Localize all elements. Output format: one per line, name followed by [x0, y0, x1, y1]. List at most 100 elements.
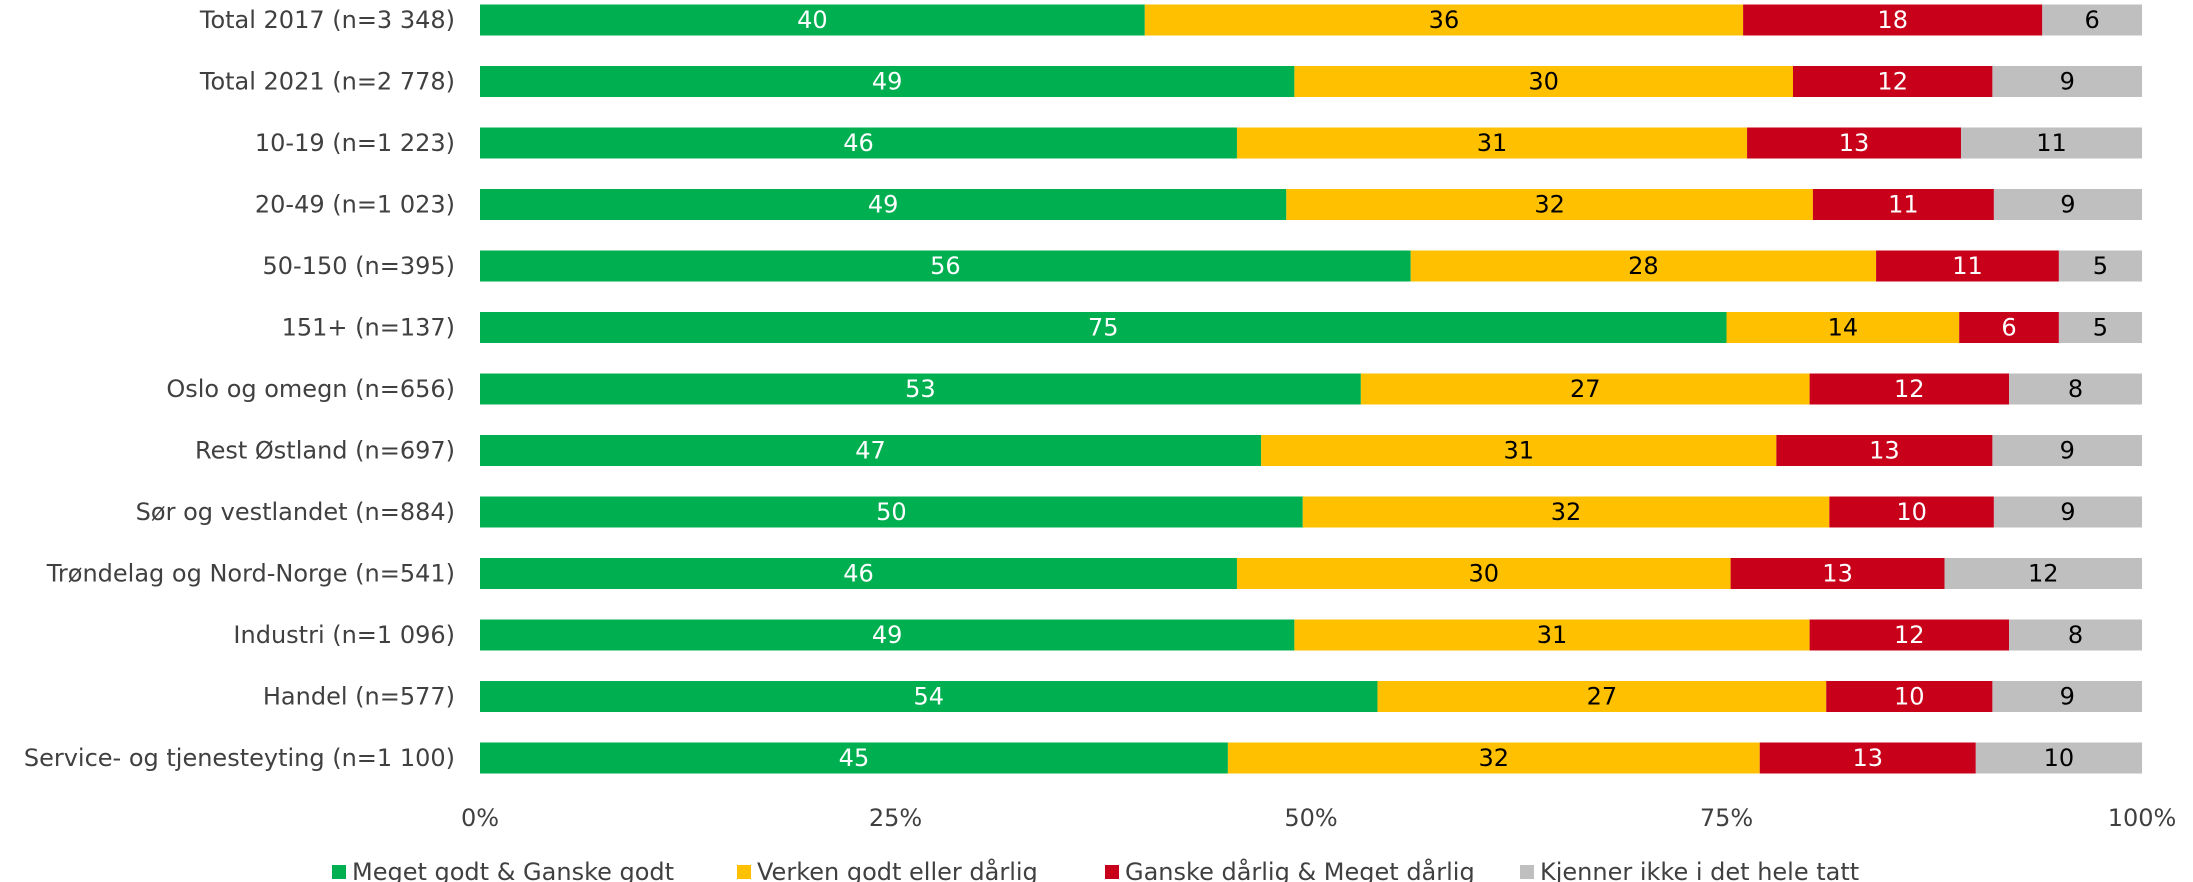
category-label: Sør og vestlandet (n=884)	[136, 498, 455, 526]
data-label: 9	[2060, 191, 2075, 219]
bar-segment	[1302, 496, 1830, 528]
bar-segment	[1792, 66, 1993, 97]
data-label: 18	[1877, 6, 1908, 34]
bar-segment	[1227, 742, 1760, 774]
data-label: 5	[2093, 314, 2108, 342]
data-label: 6	[2084, 6, 2099, 34]
data-label: 47	[855, 437, 886, 465]
data-label: 8	[2068, 375, 2083, 403]
bar-segment	[1360, 373, 1810, 405]
bar-segment	[1294, 66, 1793, 97]
data-label: 56	[930, 252, 961, 280]
bar-segment	[1261, 435, 1777, 466]
x-tick-label: 50%	[1284, 804, 1337, 832]
legend-label: Verken godt eller dårlig	[757, 857, 1038, 882]
category-label: Service- og tjenesteyting (n=1 100)	[24, 744, 455, 772]
bar-segment	[1960, 127, 2142, 159]
data-label: 11	[1888, 191, 1919, 219]
data-label: 13	[1822, 560, 1853, 588]
category-labels: Total 2017 (n=3 348) Total 2021 (n=2 778)…	[24, 6, 455, 772]
bar-segment	[1876, 250, 2059, 282]
data-label: 75	[1088, 314, 1119, 342]
legend-label: Meget godt & Ganske godt	[352, 858, 674, 882]
bar-segment	[1730, 558, 1945, 589]
data-label: 12	[2028, 560, 2059, 588]
data-label: 45	[839, 744, 870, 772]
data-label: 49	[872, 68, 903, 96]
bar-segment	[1743, 4, 2043, 36]
bar-segment	[480, 435, 1262, 466]
bar-segment	[1726, 312, 1960, 343]
data-label: 28	[1628, 252, 1659, 280]
bar-segment	[1809, 373, 2010, 405]
category-label: Handel (n=577)	[263, 683, 455, 711]
data-label: 9	[2060, 498, 2075, 526]
category-label: Oslo og omegn (n=656)	[166, 375, 455, 403]
data-label: 14	[1828, 314, 1859, 342]
category-label: Total 2021 (n=2 778)	[199, 68, 455, 96]
bar-segment	[480, 66, 1295, 97]
legend-label: Ganske dårlig & Meget dårlig	[1125, 857, 1475, 882]
x-tick-label: 25%	[869, 804, 922, 832]
data-label: 53	[905, 375, 936, 403]
bar-segment	[1812, 189, 1994, 220]
bar-segment	[480, 742, 1228, 774]
data-label: 30	[1469, 560, 1500, 588]
bar-segment	[1993, 189, 2142, 220]
data-label: 12	[1894, 375, 1925, 403]
legend-label: Kjenner ikke i det hele tatt	[1540, 858, 1859, 882]
bar-segment	[480, 496, 1303, 528]
data-label: 31	[1503, 437, 1534, 465]
data-label: 30	[1528, 68, 1559, 96]
bar-segment	[1829, 496, 1994, 528]
bar-segment	[1992, 681, 2142, 712]
legend-swatch	[332, 865, 346, 879]
bar-segment	[480, 558, 1237, 589]
bar-segment	[1826, 681, 1993, 712]
data-label: 10	[1896, 498, 1927, 526]
data-label: 6	[2001, 314, 2016, 342]
bar-segment	[2009, 619, 2142, 651]
bar-segment	[480, 681, 1378, 712]
x-tick-label: 0%	[461, 804, 499, 832]
bar-segment	[1959, 312, 2059, 343]
bar-segment	[480, 127, 1237, 159]
data-label: 31	[1537, 621, 1568, 649]
data-label: 9	[2060, 68, 2075, 96]
x-tick-label: 100%	[2108, 804, 2177, 832]
bar-segment	[480, 189, 1287, 220]
bar-segment	[1286, 189, 1813, 220]
bar-segment	[480, 373, 1361, 405]
bar-segment	[1809, 619, 2010, 651]
bar-segment	[1236, 127, 1748, 159]
data-label: 36	[1429, 6, 1460, 34]
bar-segment	[480, 619, 1295, 651]
data-label: 49	[868, 191, 899, 219]
data-label: 10	[2044, 744, 2075, 772]
bar-segment	[1992, 66, 2142, 97]
data-label: 27	[1587, 683, 1618, 711]
data-label: 9	[2060, 683, 2075, 711]
bar-segment	[1747, 127, 1961, 159]
bar-segment	[480, 312, 1727, 343]
bar-segment	[2009, 373, 2142, 405]
legend-swatch	[1105, 865, 1119, 879]
x-axis-ticks: 0% 25% 50% 75% 100%	[461, 804, 2176, 832]
bar-segment	[1377, 681, 1827, 712]
bar-segment	[1975, 742, 2142, 774]
bar-segment	[1944, 558, 2142, 589]
legend-swatch	[737, 865, 751, 879]
bar-segment	[1144, 4, 1744, 36]
category-label: 151+ (n=137)	[282, 314, 455, 342]
data-label: 50	[876, 498, 907, 526]
category-label: Trøndelag og Nord-Norge (n=541)	[46, 560, 455, 588]
bar-segment	[2042, 4, 2142, 36]
bar-segment	[480, 4, 1145, 36]
data-label: 54	[913, 683, 944, 711]
data-label: 32	[1479, 744, 1510, 772]
legend-swatch	[1520, 865, 1534, 879]
data-label: 10	[1894, 683, 1925, 711]
category-label: 10-19 (n=1 223)	[255, 129, 455, 157]
